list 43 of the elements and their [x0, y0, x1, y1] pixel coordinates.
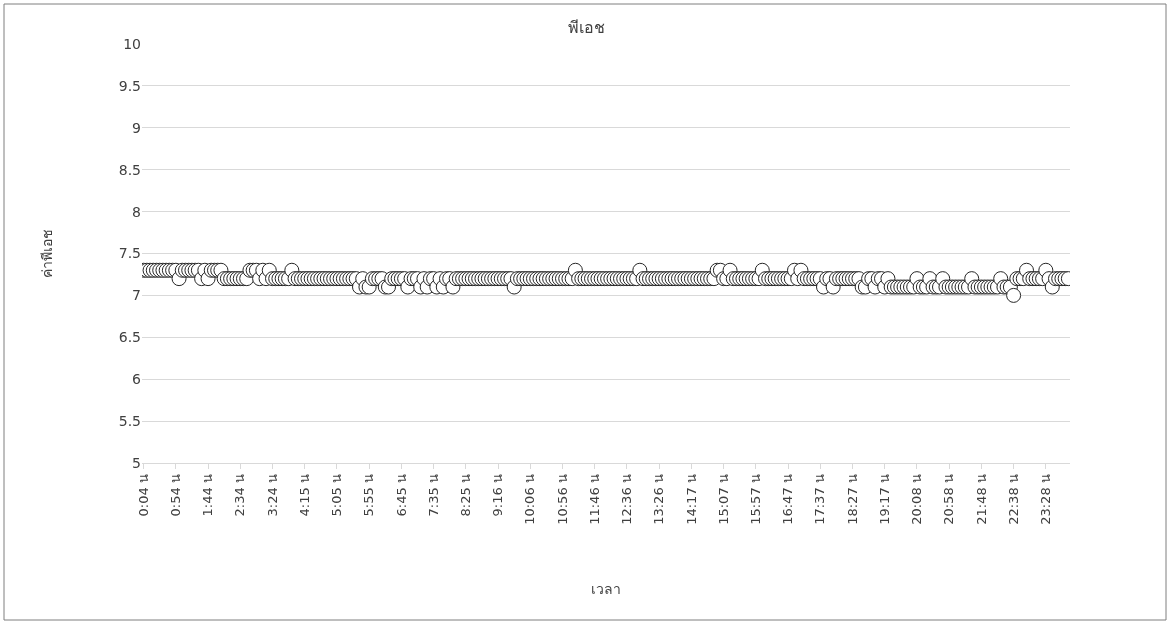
- y-tick-label: 6.5: [118, 329, 141, 346]
- x-tick-label: 19:17 น: [876, 474, 892, 525]
- y-tick-label: 5.5: [118, 413, 141, 429]
- x-tick-label: 21:48 น: [973, 474, 989, 525]
- y-tick-label: 6: [132, 371, 142, 388]
- x-tick-label: 20:08 น: [909, 474, 925, 525]
- y-tick-label: 5: [132, 454, 141, 471]
- x-tick-label: 22:38 น: [1005, 474, 1021, 525]
- x-tick-label: 11:46 น: [586, 474, 602, 525]
- x-tick-label: 5:55 น: [361, 474, 377, 517]
- y-tick-label: 8: [132, 203, 141, 220]
- x-tick-label: 23:28 น: [1038, 474, 1054, 525]
- y-tick-label: 10: [123, 35, 141, 52]
- chart-title: พีเอช: [568, 18, 605, 38]
- y-tick-label: 7.5: [118, 245, 141, 262]
- x-tick-label: 15:07 น: [715, 474, 731, 525]
- x-tick-label: 17:37 น: [812, 474, 828, 525]
- x-tick-label: 2:34 น: [232, 474, 248, 517]
- x-tick-label: 6:45 น: [393, 474, 409, 517]
- y-axis-title: ค่าพีเอช: [39, 229, 56, 278]
- x-tick-label: 4:15 น: [296, 474, 312, 517]
- x-tick-label: 13:26 น: [651, 474, 667, 525]
- x-tick-label: 20:58 น: [941, 474, 957, 525]
- y-tick-label: 9: [132, 119, 141, 136]
- x-tick-label: 7:35 น: [425, 474, 441, 517]
- x-tick-label: 14:17 น: [683, 474, 699, 525]
- x-tick-label: 8:25 น: [458, 474, 474, 517]
- x-tick-label: 1:44 น: [200, 474, 216, 517]
- x-tick-label: 10:06 น: [522, 474, 538, 525]
- x-tick-label: 0:54 น: [168, 474, 184, 517]
- x-tick-label: 10:56 น: [554, 474, 570, 525]
- x-tick-label: 3:24 น: [264, 474, 280, 517]
- y-tick-label: 7: [132, 287, 141, 304]
- x-tick-label: 16:47 น: [780, 474, 796, 525]
- x-axis-title: เวลา: [591, 581, 621, 598]
- x-tick-label: 18:27 น: [844, 474, 860, 525]
- x-tick-label: 12:36 น: [619, 474, 635, 525]
- x-tick-label: 9:16 น: [490, 474, 506, 517]
- x-tick-label: 15:57 น: [748, 474, 764, 525]
- x-tick-label: 5:05 น: [329, 474, 345, 517]
- y-tick-label: 8.5: [118, 161, 141, 178]
- y-tick-label: 9.5: [118, 77, 141, 94]
- x-tick-label: 0:04 น: [135, 474, 151, 517]
